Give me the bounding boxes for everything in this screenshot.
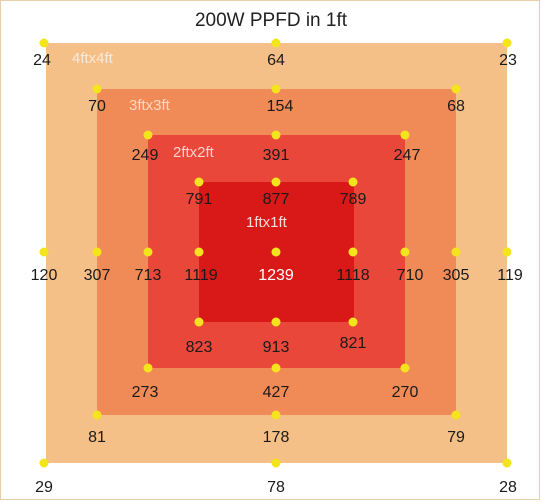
measurement-point-e2 [271, 317, 281, 327]
measurement-point-a3 [502, 38, 512, 48]
measurement-point-m7 [400, 247, 410, 257]
measurement-point-h3 [502, 458, 512, 468]
measurement-point-e3 [348, 317, 358, 327]
ppfd-value-e2: 913 [263, 339, 290, 356]
zone-label-2ftx2ft: 2ftx2ft [173, 144, 215, 161]
ppfd-value-h2: 78 [267, 479, 285, 496]
ppfd-value-m9: 119 [497, 267, 523, 284]
ppfd-value-h3: 28 [499, 479, 517, 496]
ppfd-value-m1: 120 [31, 267, 58, 284]
measurement-point-b3 [451, 84, 461, 94]
ppfd-value-g2: 178 [263, 429, 290, 446]
measurement-point-m2 [92, 247, 102, 257]
ppfd-value-m2: 307 [84, 267, 111, 284]
ppfd-value-m5: 1239 [258, 267, 294, 284]
zone-label-1ftx1ft: 1ftx1ft [246, 214, 288, 231]
ppfd-value-f2: 427 [263, 384, 290, 401]
measurement-point-c3 [400, 130, 410, 140]
measurement-point-g1 [92, 410, 102, 420]
measurement-point-m3 [143, 247, 153, 257]
ppfd-value-g3: 79 [447, 429, 465, 446]
zone-label-3ftx3ft: 3ftx3ft [129, 97, 171, 114]
measurement-point-b2 [271, 84, 281, 94]
ppfd-value-d3: 789 [340, 191, 367, 208]
ppfd-value-m4: 1119 [184, 267, 217, 284]
ppfd-value-a3: 23 [499, 52, 517, 69]
measurement-point-a2 [271, 38, 281, 48]
measurement-point-c1 [143, 130, 153, 140]
ppfd-value-c1: 249 [132, 147, 159, 164]
zone-label-4ftx4ft: 4ftx4ft [72, 50, 114, 67]
ppfd-value-b2: 154 [267, 98, 294, 115]
ppfd-value-f1: 273 [132, 384, 159, 401]
ppfd-value-b1: 70 [88, 98, 106, 115]
measurement-point-m1 [39, 247, 49, 257]
ppfd-value-g1: 81 [88, 429, 106, 446]
measurement-point-d1 [194, 177, 204, 187]
measurement-point-e1 [194, 317, 204, 327]
ppfd-value-a1: 24 [33, 52, 51, 69]
ppfd-value-h1: 29 [35, 479, 53, 496]
measurement-point-f3 [400, 363, 410, 373]
ppfd-value-b3: 68 [447, 98, 465, 115]
measurement-point-g3 [451, 410, 461, 420]
ppfd-value-c2: 391 [263, 147, 290, 164]
measurement-point-m6 [348, 247, 358, 257]
measurement-point-h2 [271, 458, 281, 468]
measurement-point-d3 [348, 177, 358, 187]
ppfd-value-e1: 823 [186, 339, 213, 356]
measurement-point-h1 [39, 458, 49, 468]
ppfd-value-m7: 710 [397, 267, 424, 284]
ppfd-value-e3: 821 [340, 335, 367, 352]
measurement-point-a1 [39, 38, 49, 48]
ppfd-value-m3: 713 [135, 267, 162, 284]
measurement-point-b1 [92, 84, 102, 94]
measurement-point-g2 [271, 410, 281, 420]
measurement-point-f2 [271, 363, 281, 373]
ppfd-value-d1: 791 [186, 191, 213, 208]
ppfd-value-m6: 1118 [336, 267, 369, 284]
measurement-point-m4 [194, 247, 204, 257]
ppfd-value-c3: 247 [394, 147, 421, 164]
measurement-point-c2 [271, 130, 281, 140]
measurement-point-m9 [502, 247, 512, 257]
ppfd-value-a2: 64 [267, 52, 285, 69]
ppfd-value-d2: 877 [263, 191, 290, 208]
measurement-point-f1 [143, 363, 153, 373]
ppfd-value-m8: 305 [443, 267, 470, 284]
diagram-title: 200W PPFD in 1ft [194, 10, 348, 31]
measurement-point-m8 [451, 247, 461, 257]
measurement-point-m5 [271, 247, 281, 257]
measurement-point-d2 [271, 177, 281, 187]
ppfd-value-f3: 270 [392, 384, 419, 401]
